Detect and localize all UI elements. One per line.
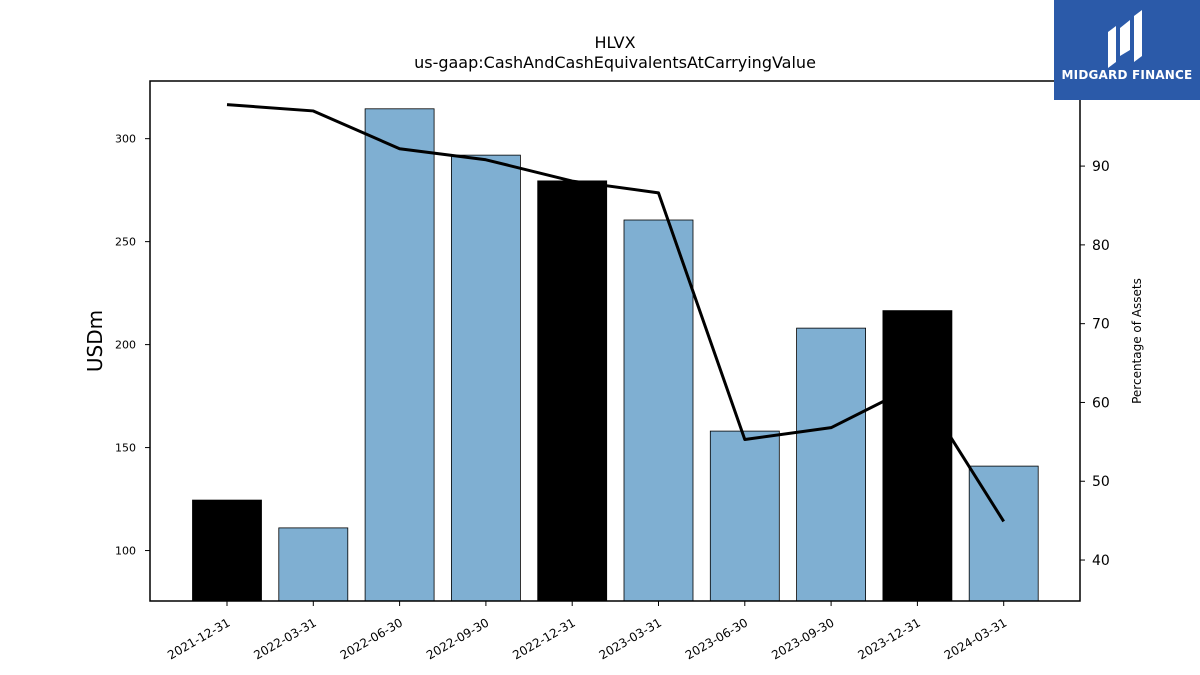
bar-2023-03-31 bbox=[623, 219, 694, 602]
brand-logo: MIDGARD FINANCE bbox=[1054, 0, 1200, 100]
y2-tick-label: 40 bbox=[1092, 553, 1110, 569]
bar-2024-03-31 bbox=[968, 465, 1039, 602]
x-tick-label: 2021-12-31 bbox=[165, 615, 232, 662]
y-axis-left: 100 150 200 250 300 bbox=[115, 133, 150, 558]
chart-subtitle: us-gaap:CashAndCashEquivalentsAtCarrying… bbox=[414, 53, 816, 72]
y2-tick-label: 90 bbox=[1092, 159, 1110, 175]
x-tick-label: 2023-09-30 bbox=[769, 615, 836, 662]
y2-tick-label: 50 bbox=[1092, 474, 1110, 490]
chart-title: HLVX bbox=[594, 33, 635, 52]
bar-2023-09-30 bbox=[796, 327, 866, 602]
y2-tick-label: 60 bbox=[1092, 395, 1110, 411]
x-tick-label: 2024-03-31 bbox=[942, 615, 1009, 662]
bar-series bbox=[192, 108, 1039, 602]
bar-2023-06-30 bbox=[709, 430, 780, 602]
x-tick-label: 2023-06-30 bbox=[683, 615, 750, 662]
x-tick-label: 2022-06-30 bbox=[338, 615, 405, 662]
y-tick-label: 100 bbox=[115, 545, 136, 558]
y2-tick-label: 80 bbox=[1092, 238, 1110, 254]
y-tick-label: 150 bbox=[115, 442, 136, 455]
x-tick-label: 2023-12-31 bbox=[855, 615, 922, 662]
y-tick-label: 250 bbox=[115, 236, 136, 249]
y-axis-right: 40 50 60 70 80 90 bbox=[1080, 159, 1110, 569]
y2-axis-label: Percentage of Assets bbox=[1130, 278, 1144, 404]
x-axis: 2021-12-31 2022-03-31 2022-06-30 2022-09-30… bbox=[165, 601, 1009, 662]
bar-2022-12-31 bbox=[537, 180, 608, 602]
percentage-line bbox=[226, 103, 1005, 523]
bar-2022-03-31 bbox=[278, 527, 349, 602]
bar-2022-09-30 bbox=[450, 154, 521, 602]
bar-2022-06-30 bbox=[364, 108, 435, 602]
bar-2023-12-31 bbox=[882, 310, 953, 602]
y-axis-label: USDm bbox=[83, 310, 107, 372]
x-tick-label: 2022-09-30 bbox=[424, 615, 491, 662]
x-tick-label: 2022-03-31 bbox=[251, 615, 318, 662]
plot-frame bbox=[149, 80, 1081, 602]
line-series bbox=[226, 103, 1005, 523]
x-tick-label: 2022-12-31 bbox=[510, 615, 577, 662]
y-tick-label: 300 bbox=[115, 133, 136, 146]
brand-name: MIDGARD FINANCE bbox=[1061, 68, 1193, 82]
logo-mark-icon bbox=[1108, 10, 1142, 68]
y-tick-label: 200 bbox=[115, 339, 136, 352]
y2-tick-label: 70 bbox=[1092, 317, 1110, 333]
x-tick-label: 2023-03-31 bbox=[597, 615, 664, 662]
bar-2021-12-31 bbox=[192, 499, 262, 602]
